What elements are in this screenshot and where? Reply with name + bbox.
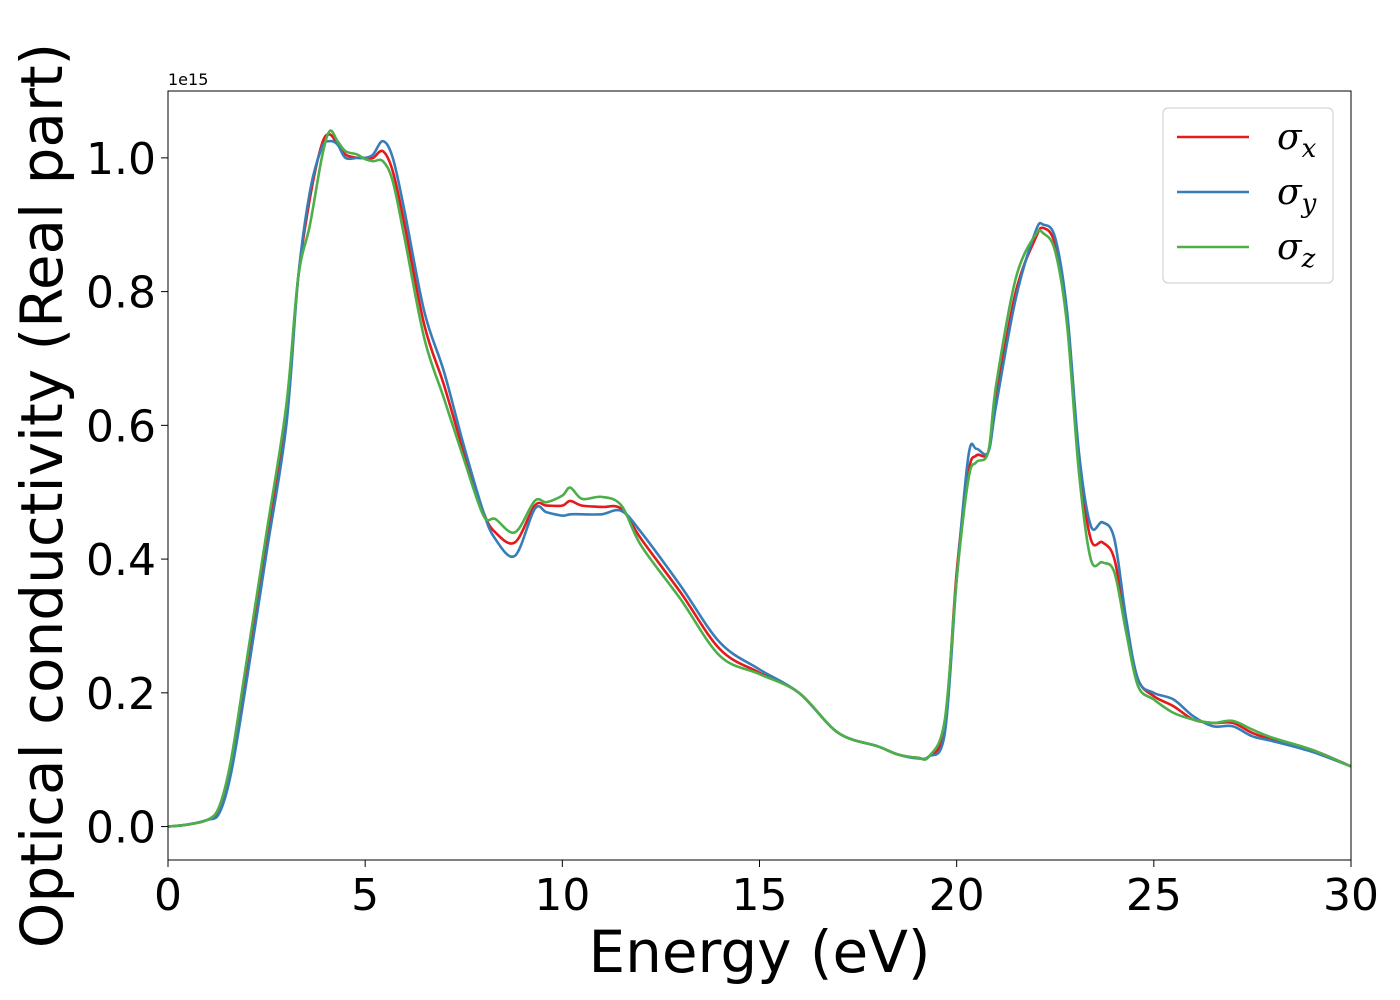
y-axis-offset-label: 1e15 <box>168 70 208 89</box>
y-tick-label: 1.0 <box>86 134 156 185</box>
x-tick-label: 25 <box>1126 870 1182 921</box>
y-tick-label: 0.2 <box>86 669 156 720</box>
legend-label: σx <box>1277 117 1317 164</box>
y-tick-label: 0.8 <box>86 268 156 319</box>
legend: σx σy σz <box>1162 107 1334 284</box>
legend-item-z: σz <box>1177 227 1316 274</box>
series-line-z <box>168 129 1351 828</box>
legend-box <box>1162 107 1334 284</box>
x-axis-label: Energy (eV) <box>588 918 930 986</box>
y-tick-label: 0.4 <box>86 535 156 586</box>
legend-item-x: σx <box>1177 117 1317 164</box>
y-axis-label: Optical conductivity (Real part) <box>8 43 76 948</box>
y-axis-ticks: 0.0 0.2 0.4 0.6 0.8 1.0 <box>86 134 168 854</box>
x-tick-label: 5 <box>351 870 379 921</box>
x-tick-label: 30 <box>1323 870 1379 921</box>
x-tick-label: 20 <box>929 870 985 921</box>
x-tick-label: 0 <box>154 870 182 921</box>
x-tick-label: 10 <box>534 870 590 921</box>
y-tick-label: 0.0 <box>86 803 156 854</box>
y-tick-label: 0.6 <box>86 401 156 452</box>
legend-item-y: σy <box>1177 172 1317 219</box>
series-line-x <box>168 133 1351 828</box>
x-tick-label: 15 <box>732 870 788 921</box>
x-axis-ticks: 0 5 10 15 20 25 30 <box>154 860 1379 921</box>
legend-label: σy <box>1277 172 1317 219</box>
legend-label: σz <box>1277 227 1316 274</box>
plot-lines <box>168 129 1351 828</box>
